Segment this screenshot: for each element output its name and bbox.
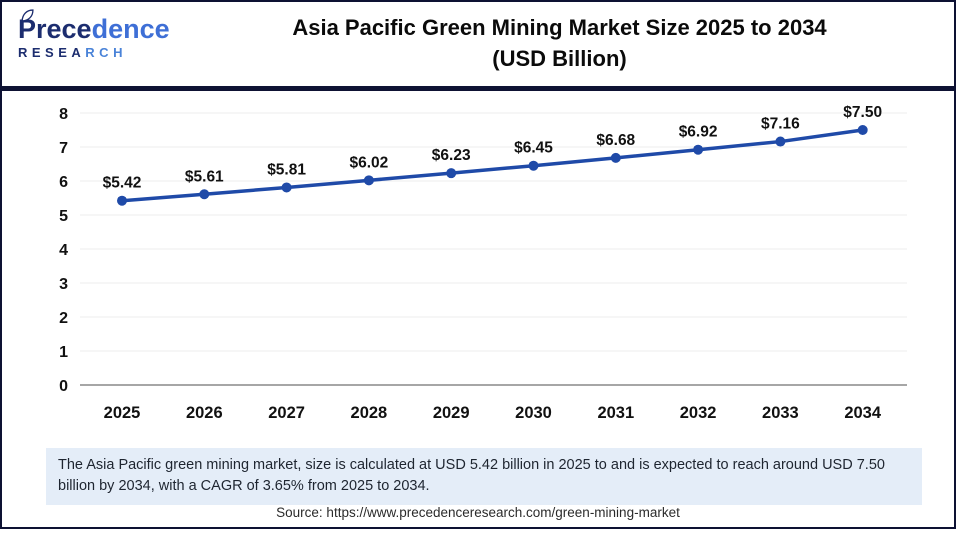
data-line [120,128,865,203]
source-text: Source: https://www.precedenceresearch.c… [276,505,680,520]
chart-title: Asia Pacific Green Mining Market Size 20… [177,12,942,74]
data-point-label: $6.92 [679,124,718,141]
chart-title-line1: Asia Pacific Green Mining Market Size 20… [292,15,827,40]
data-point-label: $7.16 [761,116,800,133]
x-tick-label: 2025 [104,404,141,422]
logo-text-dark: Prece [18,14,92,44]
y-tick-label: 4 [59,242,68,259]
y-tick-label: 3 [59,276,68,293]
logo-subtitle: RESEARCH [18,45,188,60]
logo-subtitle-dark: RESEA [18,45,86,60]
y-tick-label: 1 [59,344,68,361]
source-line: Source: https://www.precedenceresearch.c… [2,505,954,520]
x-tick-label: 2032 [680,404,717,422]
data-point [199,189,210,200]
x-tick-label: 2026 [186,404,223,422]
y-tick-label: 8 [59,106,68,123]
data-point-label: $6.45 [514,140,553,157]
summary-box: The Asia Pacific green mining market, si… [46,448,922,505]
summary-text: The Asia Pacific green mining market, si… [58,457,885,494]
data-point-label: $6.68 [596,132,635,149]
logo-text-light: dence [91,14,170,44]
y-tick-label: 0 [59,378,68,395]
x-tick-label: 2031 [597,404,634,422]
logo-subtitle-light: RCH [85,45,127,60]
data-point-label: $5.42 [103,175,142,192]
data-point [775,136,786,147]
x-tick-label: 2027 [268,404,305,422]
y-tick-label: 7 [59,140,68,157]
data-point [693,144,704,155]
y-tick-label: 2 [59,310,68,327]
data-point-label: $6.02 [350,154,389,171]
data-point-label: $7.50 [843,104,882,121]
header: Precedence RESEARCH Asia Pacific Green M… [2,2,954,86]
data-point-label: $5.81 [267,161,306,178]
data-point [363,175,374,186]
x-tick-label: 2034 [844,404,882,422]
chart-title-line2: (USD Billion) [492,46,627,71]
logo-wordmark: Precedence [18,9,188,44]
data-point-label: $6.23 [432,147,471,164]
y-tick-label: 5 [59,208,68,225]
precedence-research-logo: Precedence RESEARCH [18,9,188,76]
data-point [117,195,127,206]
data-point-label: $5.61 [185,168,224,185]
line-chart: 0 1 2 3 4 5 6 7 8 $5.42 2025 $5.61 2026 $5.81 2027 $6.0… [59,104,907,422]
data-point [610,152,621,163]
x-tick-label: 2033 [762,404,799,422]
leaf-icon [21,9,34,22]
x-tick-label: 2028 [351,404,388,422]
chart-card: Precedence RESEARCH Asia Pacific Green M… [0,0,956,529]
data-point [857,125,868,135]
x-tick-label: 2030 [515,404,552,422]
data-point [446,168,457,179]
data-point [281,182,292,193]
x-tick-label: 2029 [433,404,470,422]
y-tick-label: 6 [59,174,68,191]
header-divider [2,86,954,91]
data-point [528,160,539,171]
